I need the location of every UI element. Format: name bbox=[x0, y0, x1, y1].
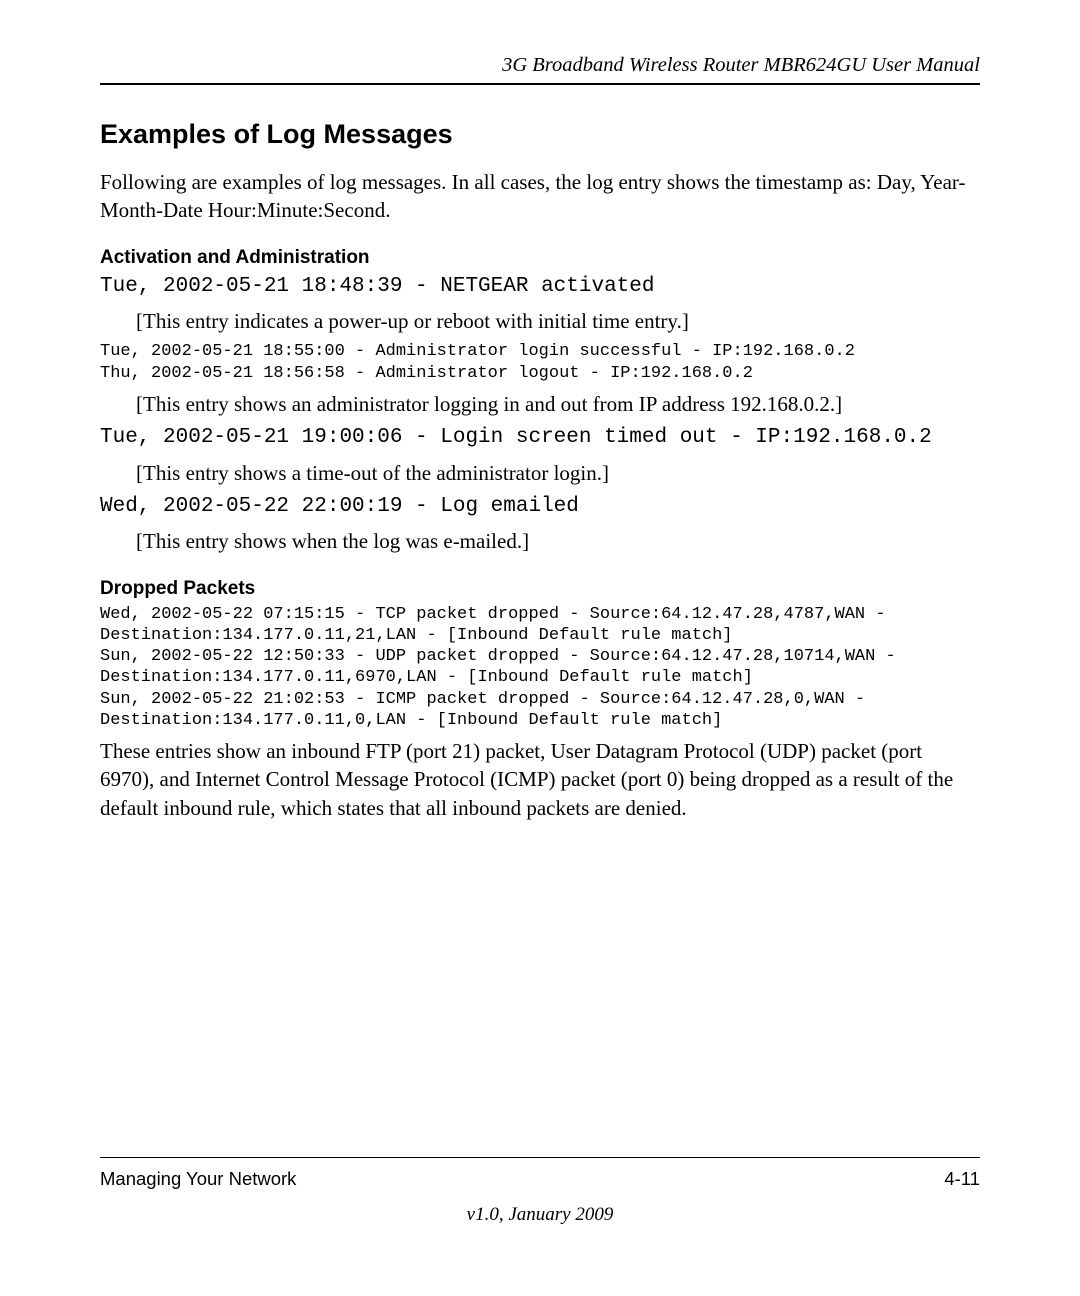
footer-version: v1.0, January 2009 bbox=[100, 1204, 980, 1226]
page-content: 3G Broadband Wireless Router MBR624GU Us… bbox=[100, 54, 980, 1236]
section-heading: Examples of Log Messages bbox=[100, 119, 980, 150]
activation-heading: Activation and Administration bbox=[100, 247, 980, 269]
footer-section-name: Managing Your Network bbox=[100, 1168, 296, 1190]
dropped-heading: Dropped Packets bbox=[100, 578, 980, 600]
log-note: [This entry shows a time-out of the admi… bbox=[136, 459, 980, 487]
intro-paragraph: Following are examples of log messages. … bbox=[100, 168, 980, 225]
log-entry: Tue, 2002-05-21 18:55:00 - Administrator… bbox=[100, 341, 980, 384]
log-note: [This entry indicates a power-up or rebo… bbox=[136, 307, 980, 335]
log-entry: Tue, 2002-05-21 18:48:39 - NETGEAR activ… bbox=[100, 273, 980, 301]
log-entry: Wed, 2002-05-22 22:00:19 - Log emailed bbox=[100, 493, 980, 521]
log-entry: Wed, 2002-05-22 07:15:15 - TCP packet dr… bbox=[100, 604, 980, 732]
running-header: 3G Broadband Wireless Router MBR624GU Us… bbox=[100, 54, 980, 77]
log-entry: Tue, 2002-05-21 19:00:06 - Login screen … bbox=[100, 424, 980, 452]
header-rule bbox=[100, 83, 980, 85]
log-note: [This entry shows when the log was e-mai… bbox=[136, 527, 980, 555]
dropped-explanation: These entries show an inbound FTP (port … bbox=[100, 737, 980, 822]
log-note: [This entry shows an administrator loggi… bbox=[136, 390, 980, 418]
footer-page-number: 4-11 bbox=[944, 1168, 980, 1190]
footer-rule bbox=[100, 1157, 980, 1158]
page-footer: Managing Your Network 4-11 v1.0, January… bbox=[100, 1157, 980, 1226]
